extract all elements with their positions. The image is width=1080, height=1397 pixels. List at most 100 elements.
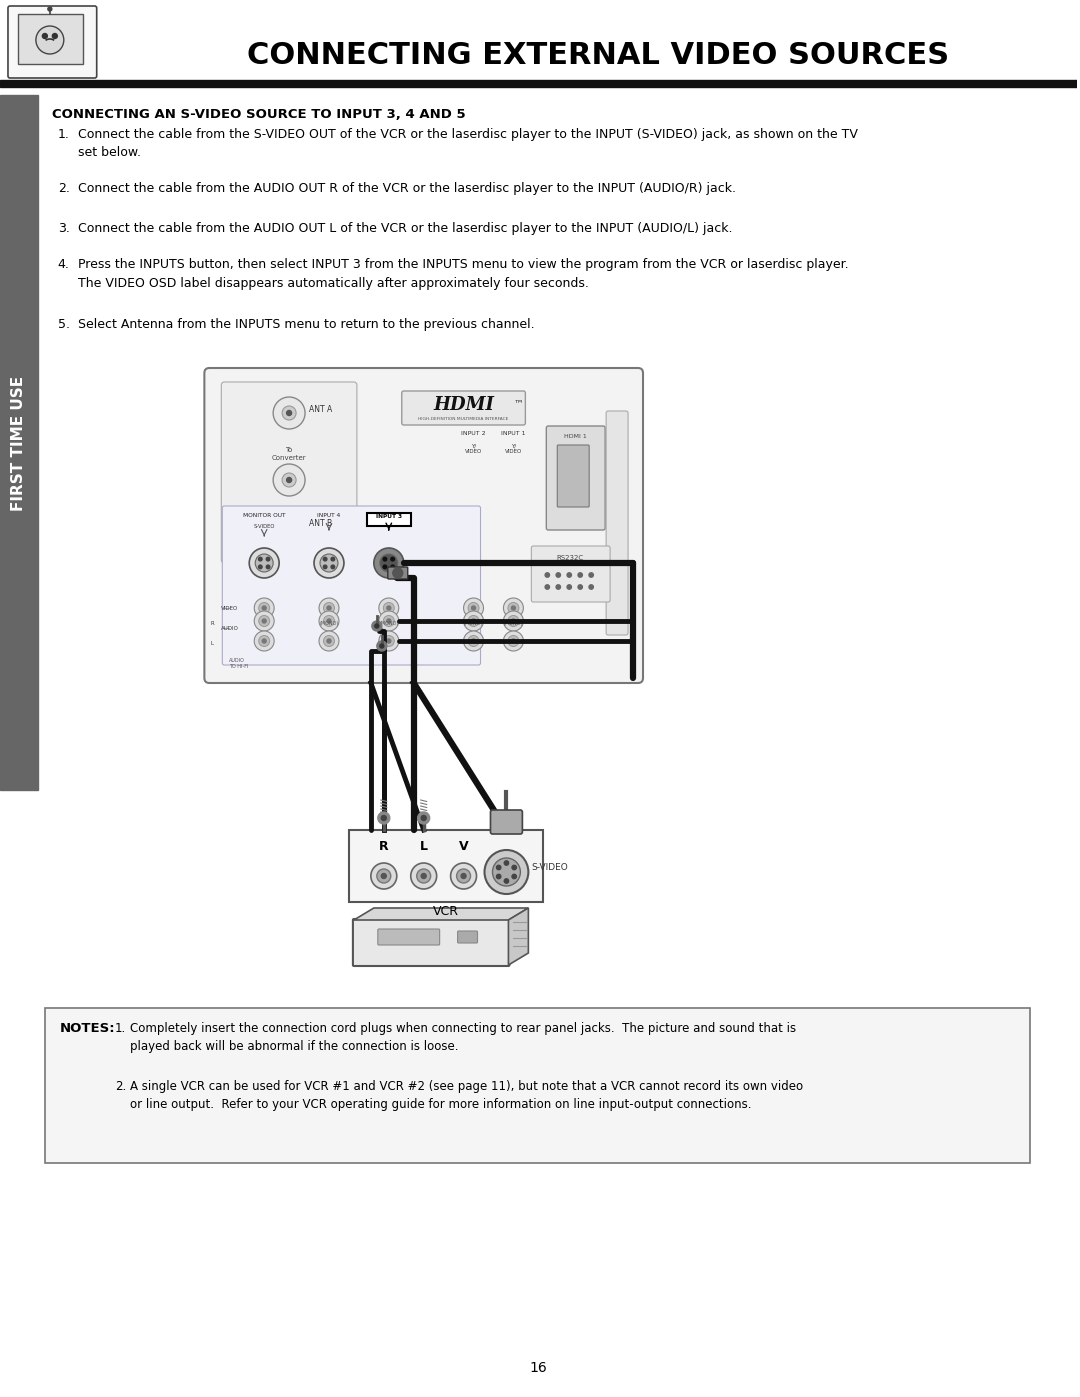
Circle shape — [468, 602, 480, 613]
Circle shape — [383, 636, 394, 647]
Circle shape — [259, 636, 270, 647]
Text: Select Antenna from the INPUTS menu to return to the previous channel.: Select Antenna from the INPUTS menu to r… — [78, 319, 535, 331]
Circle shape — [377, 869, 391, 883]
Circle shape — [503, 610, 524, 631]
Text: CONNECTING EXTERNAL VIDEO SOURCES: CONNECTING EXTERNAL VIDEO SOURCES — [247, 41, 949, 70]
Circle shape — [319, 610, 339, 631]
Circle shape — [327, 638, 330, 643]
Text: 1.: 1. — [58, 129, 70, 141]
Circle shape — [393, 569, 403, 578]
Circle shape — [262, 638, 266, 643]
Bar — [349, 830, 543, 902]
FancyBboxPatch shape — [458, 930, 477, 943]
FancyBboxPatch shape — [546, 426, 605, 529]
Circle shape — [282, 474, 296, 488]
Text: Completely insert the connection cord plugs when connecting to rear panel jacks.: Completely insert the connection cord pl… — [130, 1023, 796, 1053]
Text: INPUT 4: INPUT 4 — [318, 513, 340, 518]
FancyBboxPatch shape — [378, 929, 440, 944]
Circle shape — [254, 631, 274, 651]
Circle shape — [327, 619, 330, 623]
Text: Converter: Converter — [272, 455, 307, 461]
Circle shape — [410, 863, 436, 888]
Text: Y/: Y/ — [511, 443, 516, 448]
Circle shape — [255, 555, 273, 571]
Text: FIRST TIME USE: FIRST TIME USE — [12, 376, 26, 510]
Circle shape — [391, 566, 394, 569]
FancyBboxPatch shape — [557, 446, 590, 507]
Circle shape — [556, 573, 561, 577]
Circle shape — [286, 524, 292, 529]
Circle shape — [273, 464, 305, 496]
FancyBboxPatch shape — [490, 810, 523, 834]
Circle shape — [387, 619, 391, 623]
FancyBboxPatch shape — [353, 919, 510, 965]
Circle shape — [267, 557, 270, 562]
Text: Connect the cable from the S-VIDEO OUT of the VCR or the laserdisc player to the: Connect the cable from the S-VIDEO OUT o… — [78, 129, 858, 159]
Circle shape — [383, 566, 387, 569]
Circle shape — [417, 869, 431, 883]
Text: 1.: 1. — [114, 1023, 126, 1035]
Circle shape — [332, 566, 335, 569]
Circle shape — [319, 631, 339, 651]
Text: 3.: 3. — [58, 222, 70, 235]
Circle shape — [324, 636, 335, 647]
Circle shape — [380, 644, 383, 648]
Text: Connect the cable from the AUDIO OUT L of the VCR or the laserdisc player to the: Connect the cable from the AUDIO OUT L o… — [78, 222, 732, 235]
Text: R: R — [211, 622, 214, 626]
Circle shape — [383, 557, 387, 562]
Text: NOTES:: NOTES: — [59, 1023, 116, 1035]
Circle shape — [259, 616, 270, 626]
Circle shape — [512, 865, 516, 870]
Circle shape — [379, 598, 399, 617]
Circle shape — [508, 616, 518, 626]
Circle shape — [387, 606, 391, 610]
Circle shape — [508, 602, 518, 613]
Circle shape — [332, 557, 335, 562]
Circle shape — [323, 557, 327, 562]
Text: (MONO): (MONO) — [379, 622, 399, 626]
Circle shape — [314, 548, 343, 578]
Circle shape — [503, 598, 524, 617]
Circle shape — [463, 598, 484, 617]
Circle shape — [512, 875, 516, 879]
Circle shape — [503, 631, 524, 651]
Circle shape — [497, 875, 501, 879]
Text: INPUT 3: INPUT 3 — [376, 514, 402, 520]
Circle shape — [421, 873, 427, 879]
Circle shape — [48, 7, 52, 11]
Text: L: L — [420, 840, 428, 854]
Text: VIDEO: VIDEO — [221, 605, 239, 610]
Circle shape — [421, 816, 427, 820]
Bar — [18, 14, 83, 64]
Text: S-VIDEO: S-VIDEO — [531, 863, 568, 873]
FancyBboxPatch shape — [531, 546, 610, 602]
Circle shape — [512, 619, 515, 623]
Text: VCR: VCR — [433, 905, 459, 918]
Circle shape — [461, 873, 467, 879]
Bar — [0, 95, 38, 789]
Circle shape — [589, 585, 593, 590]
Text: CONNECTING AN S-VIDEO SOURCE TO INPUT 3, 4 AND 5: CONNECTING AN S-VIDEO SOURCE TO INPUT 3,… — [52, 108, 465, 122]
Circle shape — [319, 598, 339, 617]
Circle shape — [377, 641, 387, 651]
Text: VIDEO: VIDEO — [504, 448, 522, 454]
Circle shape — [254, 610, 274, 631]
Circle shape — [468, 636, 480, 647]
Circle shape — [504, 861, 509, 865]
Circle shape — [504, 879, 509, 883]
Text: L: L — [211, 641, 214, 645]
Text: 5.: 5. — [58, 319, 70, 331]
FancyBboxPatch shape — [388, 567, 408, 578]
Text: (MONO): (MONO) — [464, 622, 483, 626]
Circle shape — [418, 812, 430, 824]
Text: Y/: Y/ — [471, 443, 476, 448]
Circle shape — [374, 548, 404, 578]
Circle shape — [327, 606, 330, 610]
FancyBboxPatch shape — [204, 367, 643, 683]
Circle shape — [567, 585, 571, 590]
Text: RS232C: RS232C — [556, 555, 584, 562]
Text: 16: 16 — [529, 1361, 548, 1375]
Text: Press the INPUTS button, then select INPUT 3 from the INPUTS menu to view the pr: Press the INPUTS button, then select INP… — [78, 258, 849, 289]
Circle shape — [383, 616, 394, 626]
Circle shape — [468, 616, 480, 626]
